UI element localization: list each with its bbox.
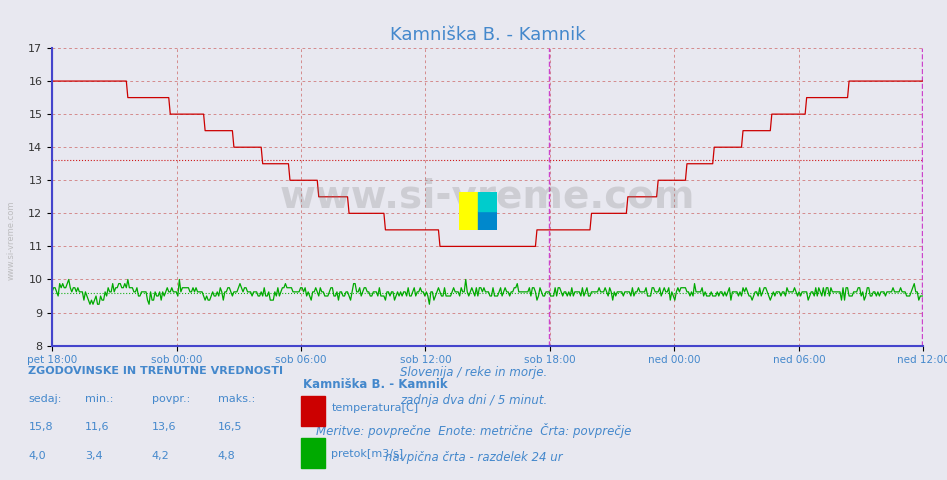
Text: zadnja dva dni / 5 minut.: zadnja dva dni / 5 minut.	[400, 395, 547, 408]
Title: Kamniška B. - Kamnik: Kamniška B. - Kamnik	[390, 25, 585, 44]
Bar	[478, 211, 497, 230]
Bar	[478, 192, 497, 211]
Text: 3,4: 3,4	[85, 451, 103, 461]
Text: Kamniška B. - Kamnik: Kamniška B. - Kamnik	[303, 378, 448, 391]
Text: 11,6: 11,6	[85, 422, 110, 432]
Text: 4,2: 4,2	[152, 451, 170, 461]
Text: Slovenija / reke in morje.: Slovenija / reke in morje.	[400, 366, 547, 379]
Text: temperatura[C]: temperatura[C]	[331, 403, 419, 413]
Bar	[301, 438, 325, 468]
Text: min.:: min.:	[85, 394, 114, 404]
Text: pretok[m3/s]: pretok[m3/s]	[331, 449, 403, 458]
Text: povpr.:: povpr.:	[152, 394, 189, 404]
Text: 16,5: 16,5	[218, 422, 242, 432]
Text: sedaj:: sedaj:	[28, 394, 62, 404]
Text: 4,8: 4,8	[218, 451, 236, 461]
Text: 13,6: 13,6	[152, 422, 176, 432]
Bar	[459, 192, 478, 230]
Text: maks.:: maks.:	[218, 394, 255, 404]
Text: navpična črta - razdelek 24 ur: navpična črta - razdelek 24 ur	[384, 452, 563, 465]
Bar	[301, 396, 325, 426]
Text: www.si-vreme.com: www.si-vreme.com	[7, 200, 16, 280]
Text: Meritve: povprečne  Enote: metrične  Črta: povprečje: Meritve: povprečne Enote: metrične Črta:…	[315, 423, 632, 438]
Text: 15,8: 15,8	[28, 422, 53, 432]
Text: www.si-vreme.com: www.si-vreme.com	[280, 178, 695, 216]
Text: 4,0: 4,0	[28, 451, 46, 461]
Text: ZGODOVINSKE IN TRENUTNE VREDNOSTI: ZGODOVINSKE IN TRENUTNE VREDNOSTI	[28, 366, 283, 376]
